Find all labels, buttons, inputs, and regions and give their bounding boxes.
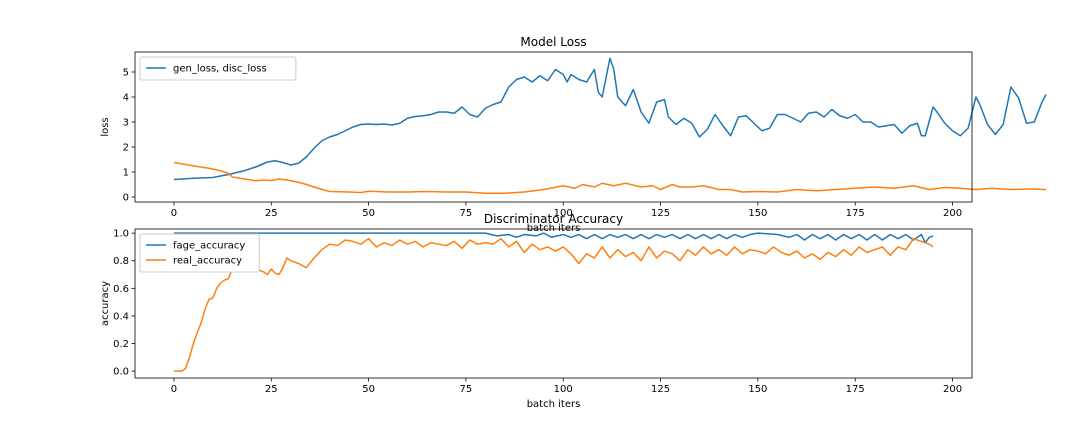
loss-legend: gen_loss, disc_loss: [139, 56, 297, 81]
x-tick-label: 175: [846, 208, 865, 219]
loss-legend-label-gen-disc: gen_loss, disc_loss: [173, 64, 267, 75]
loss-x-axis-label: batch iters: [527, 223, 581, 234]
y-tick-label: 2: [123, 143, 129, 154]
y-tick-label: 1.0: [113, 229, 129, 240]
y-tick-label: 0.2: [113, 339, 129, 350]
accuracy-legend-box: [139, 233, 260, 273]
loss-axes-frame: [134, 51, 973, 203]
accuracy-legend-label-fage: fage_accuracy: [173, 241, 245, 252]
x-tick-label: 25: [265, 384, 278, 395]
loss-y-axis-label: loss: [100, 117, 111, 136]
x-tick-label: 200: [943, 208, 962, 219]
y-tick-label: 0.6: [113, 284, 129, 295]
x-tick-label: 200: [943, 384, 962, 395]
y-tick-label: 3: [123, 118, 129, 129]
accuracy-x-axis-label: batch iters: [527, 399, 581, 410]
loss-chart-title: Model Loss: [520, 35, 586, 49]
x-tick-label: 125: [651, 208, 670, 219]
y-tick-label: 0.8: [113, 256, 129, 267]
accuracy-y-axis-label: accuracy: [100, 281, 111, 326]
x-tick-label: 150: [748, 384, 767, 395]
x-tick-label: 100: [554, 384, 573, 395]
loss-ticks-group: 0 25 50 75 100 125 150 175 200 0 1 2 3 4 5: [123, 68, 962, 220]
y-tick-label: 1: [123, 168, 129, 179]
x-tick-label: 100: [554, 208, 573, 219]
x-tick-label: 75: [460, 384, 473, 395]
y-tick-label: 0: [123, 193, 129, 204]
x-tick-label: 50: [362, 208, 375, 219]
y-tick-label: 4: [123, 93, 129, 104]
accuracy-chart-title: Discriminator Accuracy: [484, 212, 623, 226]
accuracy-axes-frame: [134, 228, 973, 379]
accuracy-legend-label-real: real_accuracy: [173, 256, 242, 267]
x-tick-label: 0: [171, 208, 177, 219]
accuracy-ticks-group: 0 25 50 75 100 125 150 175 200 0.0 0.2 0.4 0.6 0.8 1.0: [113, 229, 962, 395]
x-tick-label: 125: [651, 384, 670, 395]
series-line-disc_loss: [173, 161, 1046, 194]
x-tick-label: 25: [265, 208, 278, 219]
y-tick-label: 0.4: [113, 311, 129, 322]
series-line-fage_accuracy: [173, 232, 934, 244]
series-line-gen_disc_loss: [173, 57, 1047, 181]
x-tick-label: 175: [846, 384, 865, 395]
x-tick-label: 75: [460, 208, 473, 219]
accuracy-legend: fage_accuracy real_accuracy: [139, 233, 260, 273]
series-line-real_accuracy: [173, 237, 934, 372]
loss-legend-box: [139, 56, 297, 81]
y-tick-label: 0.0: [113, 367, 129, 378]
accuracy-series-group: [173, 232, 934, 372]
y-tick-label: 5: [123, 68, 129, 79]
x-tick-label: 50: [362, 384, 375, 395]
x-tick-label: 0: [171, 384, 177, 395]
x-tick-label: 150: [748, 208, 767, 219]
loss-series-group: [173, 57, 1047, 194]
accuracy-subplot: 0 25 50 75 100 125 150 175 200 0.0 0.2 0.4 0.6 0.8 1.0…: [100, 212, 973, 410]
